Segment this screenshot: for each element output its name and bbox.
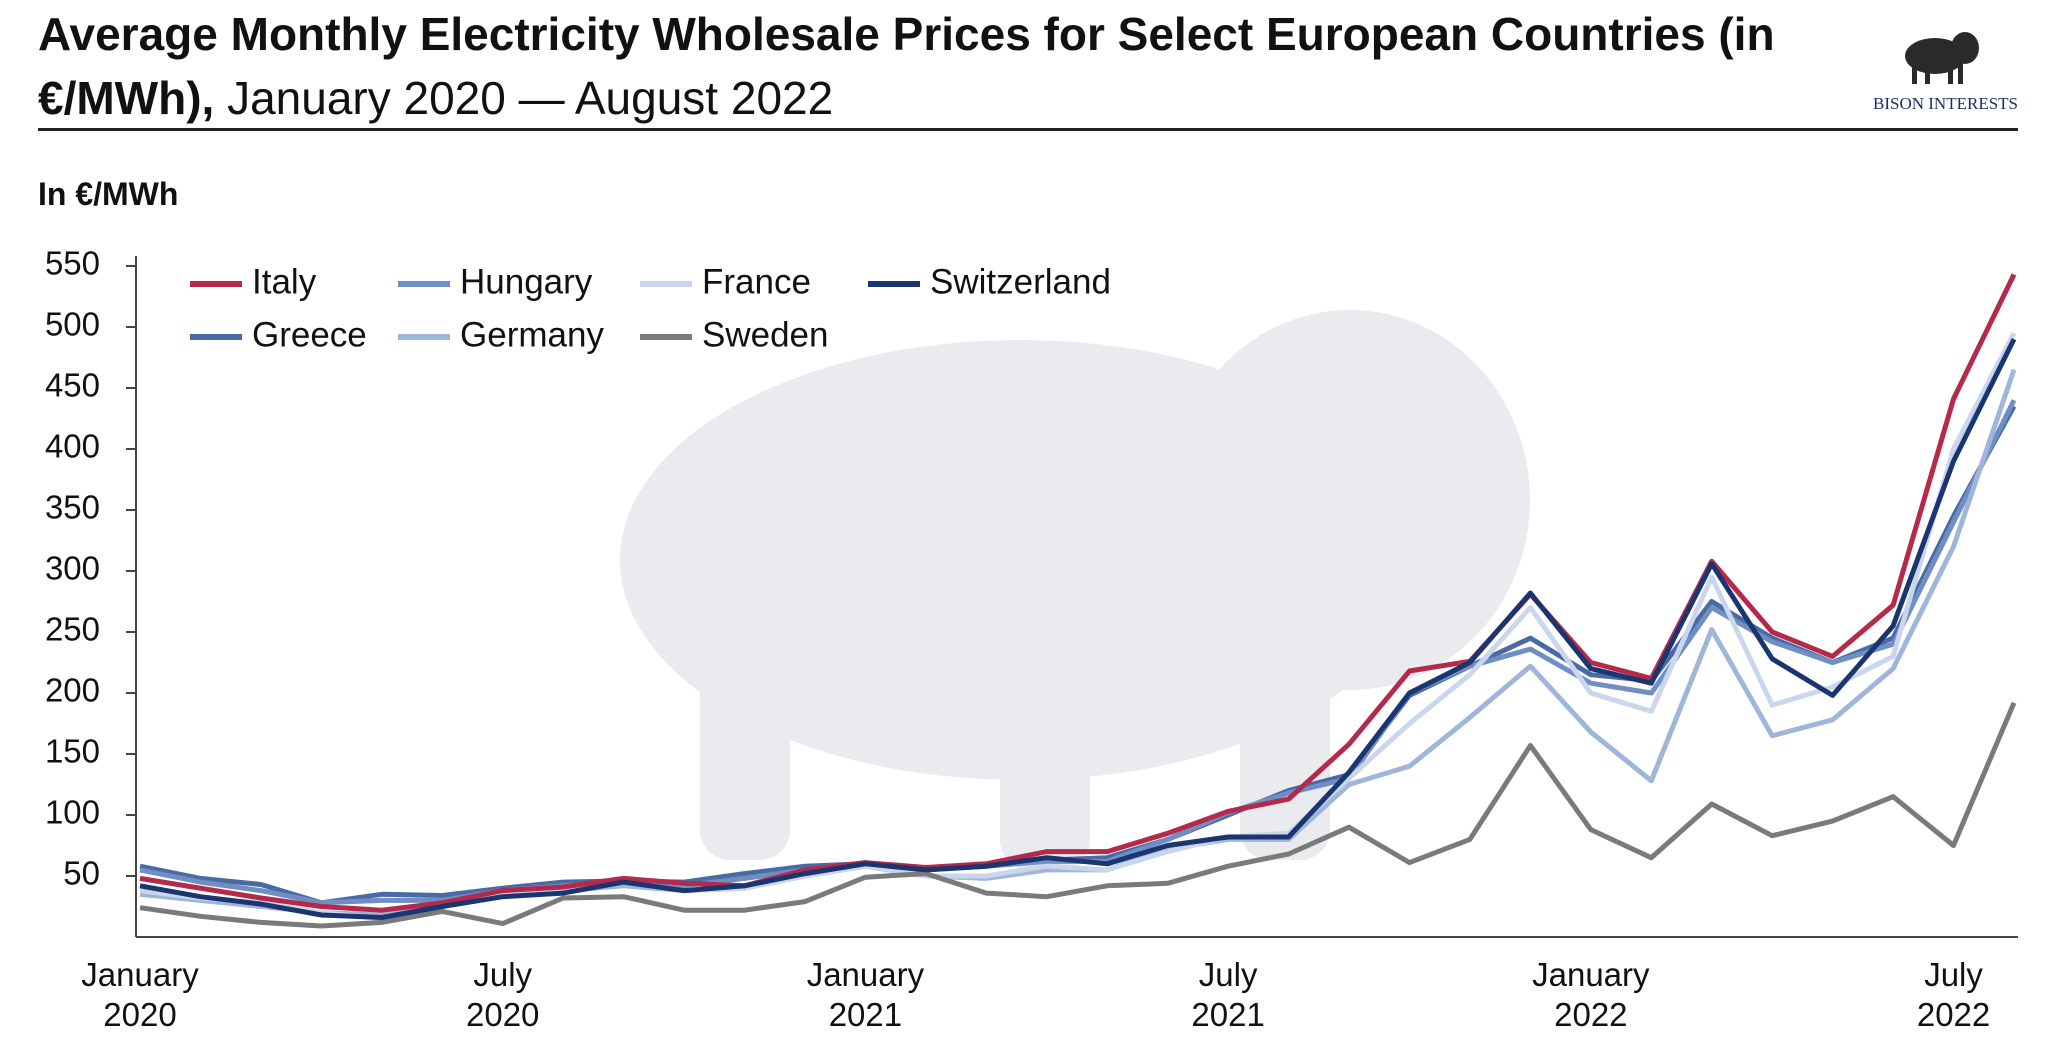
legend-label: Switzerland — [930, 262, 1111, 301]
legend-label: Germany — [460, 315, 604, 354]
legend-label: Sweden — [702, 315, 828, 354]
y-tick-label: 500 — [45, 306, 100, 343]
x-tick-label: July 2020 — [466, 956, 540, 1033]
watermark — [620, 310, 1530, 870]
title-rule — [38, 128, 2018, 131]
y-tick-label: 550 — [45, 245, 100, 282]
y-tick-label: 400 — [45, 428, 100, 465]
y-tick-label: 100 — [45, 794, 100, 831]
legend-label: Italy — [252, 262, 317, 301]
y-tick-label: 300 — [45, 550, 100, 587]
y-tick-label: 250 — [45, 611, 100, 648]
logo — [1905, 32, 1979, 84]
y-tick-label: 150 — [45, 733, 100, 770]
x-tick-label: July 2021 — [1191, 956, 1265, 1033]
x-tick-label: January 2020 — [81, 956, 199, 1033]
y-tick-label: 450 — [45, 367, 100, 404]
series-line — [139, 701, 2017, 929]
legend-label: Greece — [252, 315, 367, 354]
y-tick-label: 350 — [45, 489, 100, 526]
legend-label: Hungary — [460, 262, 593, 301]
title-block: Average Monthly Electricity Wholesale Pr… — [38, 2, 1798, 130]
series-line — [139, 338, 2017, 920]
x-tick-label: January 2022 — [1532, 956, 1650, 1033]
y-tick-label: 50 — [63, 855, 100, 892]
y-tick-label: 200 — [45, 672, 100, 709]
x-tick-label: July 2022 — [1916, 956, 1991, 1033]
y-axis-label: In €/MWh — [38, 176, 179, 212]
x-tick-label: January 2021 — [806, 956, 925, 1033]
chart-title: Average Monthly Electricity Wholesale Pr… — [38, 8, 1775, 124]
chart-subtitle: January 2020 — August 2022 — [227, 72, 834, 124]
brand-name: BISON INTERESTS — [1873, 94, 2018, 113]
legend-label: France — [702, 262, 811, 301]
